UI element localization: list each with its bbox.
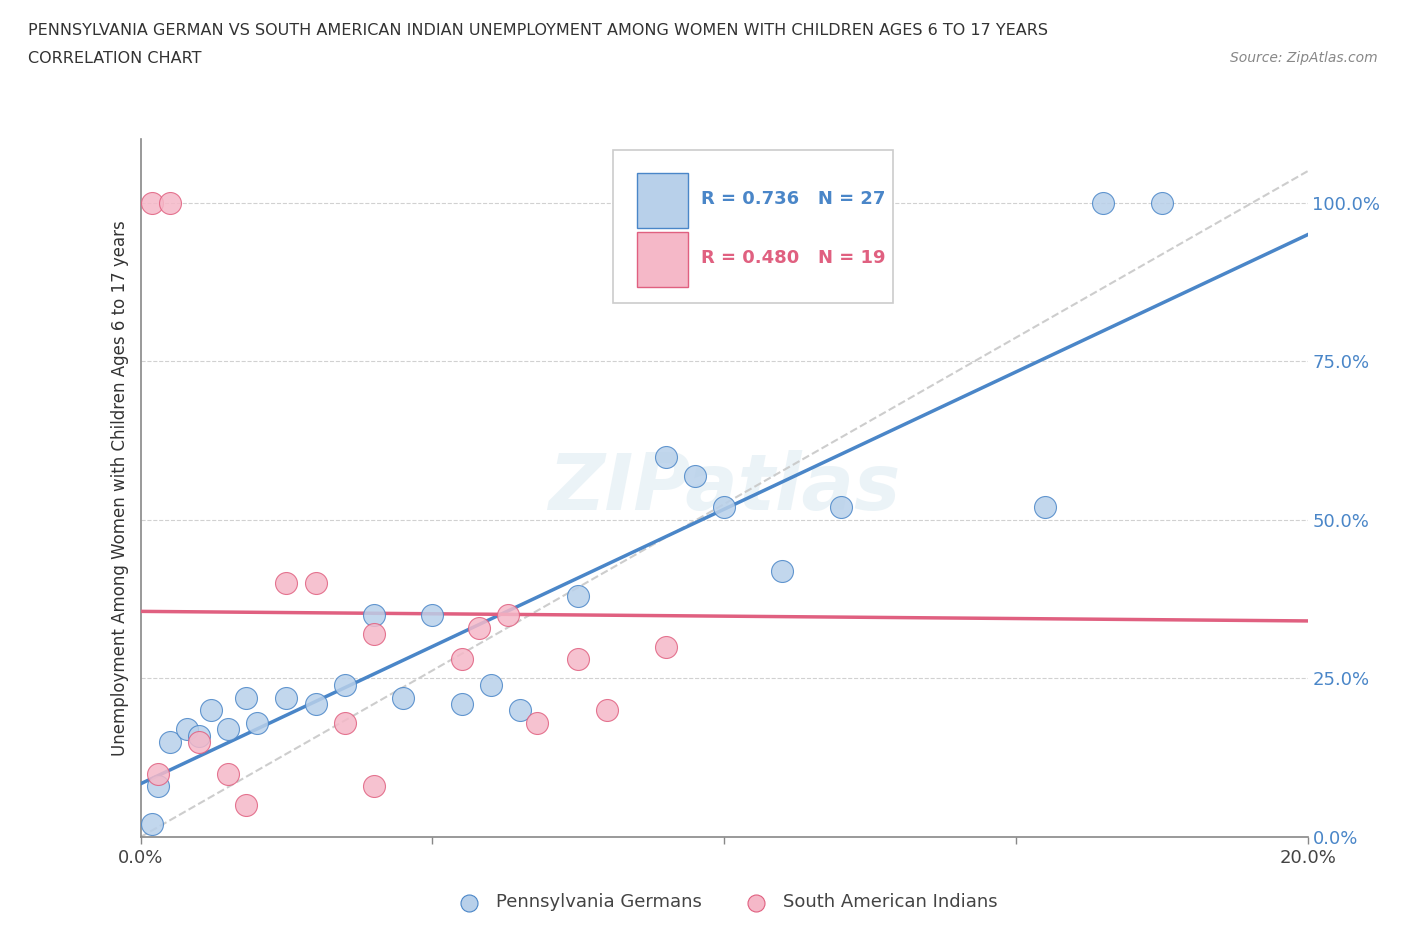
FancyBboxPatch shape <box>637 232 688 287</box>
Point <box>422 607 444 622</box>
Point <box>363 607 385 622</box>
Point <box>479 677 502 692</box>
Text: R = 0.480   N = 19: R = 0.480 N = 19 <box>700 249 886 267</box>
Point <box>333 677 356 692</box>
Text: R = 0.736   N = 27: R = 0.736 N = 27 <box>700 190 886 207</box>
Point <box>217 766 239 781</box>
Point <box>363 627 385 642</box>
Point <box>146 778 169 793</box>
Point <box>683 195 706 210</box>
Point <box>509 703 531 718</box>
Point <box>1092 195 1115 210</box>
FancyBboxPatch shape <box>637 173 688 228</box>
Point <box>655 449 678 464</box>
Point <box>276 576 298 591</box>
Point <box>770 564 793 578</box>
Point <box>450 697 472 711</box>
Point <box>830 499 852 514</box>
Point <box>526 715 548 730</box>
Point <box>235 798 257 813</box>
Y-axis label: Unemployment Among Women with Children Ages 6 to 17 years: Unemployment Among Women with Children A… <box>111 220 129 756</box>
Text: ZIPatlas: ZIPatlas <box>548 450 900 526</box>
Point <box>450 652 472 667</box>
Point <box>1033 499 1056 514</box>
Point <box>567 652 589 667</box>
Point <box>683 468 706 483</box>
Point <box>713 499 735 514</box>
Text: PENNSYLVANIA GERMAN VS SOUTH AMERICAN INDIAN UNEMPLOYMENT AMONG WOMEN WITH CHILD: PENNSYLVANIA GERMAN VS SOUTH AMERICAN IN… <box>28 23 1047 38</box>
Point <box>333 715 356 730</box>
Point <box>217 722 239 737</box>
Point <box>363 778 385 793</box>
Point <box>187 728 211 743</box>
Text: CORRELATION CHART: CORRELATION CHART <box>28 51 201 66</box>
Point <box>141 817 163 831</box>
Point <box>159 195 181 210</box>
Point <box>146 766 169 781</box>
Point <box>159 735 181 750</box>
Point <box>1150 195 1173 210</box>
Point <box>392 690 415 705</box>
Point <box>246 715 269 730</box>
Point <box>235 690 257 705</box>
Point <box>304 697 326 711</box>
Text: Source: ZipAtlas.com: Source: ZipAtlas.com <box>1230 51 1378 65</box>
Point <box>304 576 326 591</box>
FancyBboxPatch shape <box>613 150 893 303</box>
Point <box>567 589 589 604</box>
Legend: Pennsylvania Germans, South American Indians: Pennsylvania Germans, South American Ind… <box>443 886 1005 919</box>
Point <box>176 722 198 737</box>
Point <box>655 639 678 654</box>
Point <box>141 195 163 210</box>
Point <box>276 690 298 705</box>
Point <box>596 703 619 718</box>
Point <box>496 607 519 622</box>
Point <box>468 620 491 635</box>
Point <box>200 703 222 718</box>
Point <box>187 735 211 750</box>
